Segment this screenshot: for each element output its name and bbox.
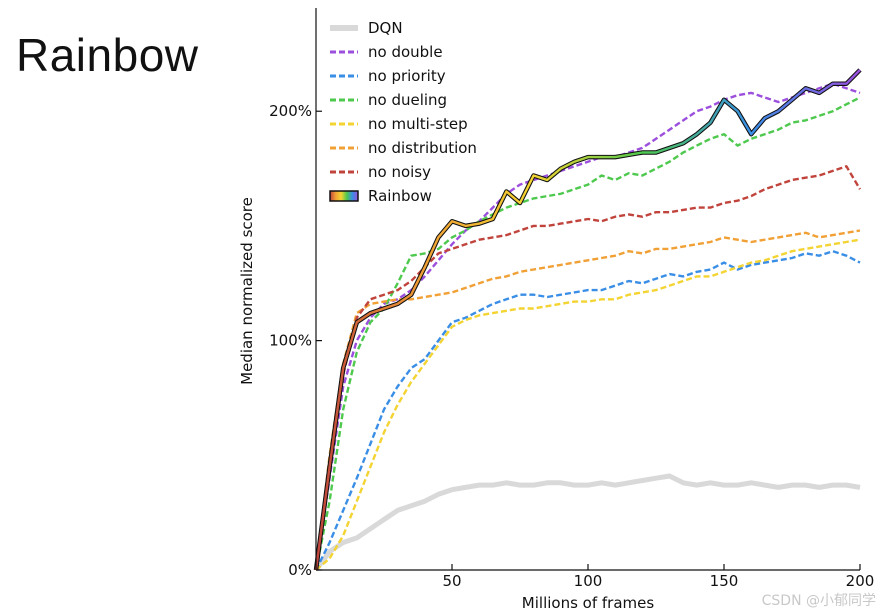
- slide-title: Rainbow: [16, 29, 199, 81]
- legend-label-no-double: no double: [368, 43, 443, 61]
- legend-label-no-multi-step: no multi-step: [368, 115, 468, 133]
- series-line-dqn: [313, 473, 861, 572]
- series-line-rainbow: [314, 69, 861, 571]
- legend-label-no-noisy: no noisy: [368, 163, 431, 181]
- series-line-no-dueling: [314, 96, 861, 571]
- x-tick-label: 100: [574, 572, 603, 590]
- y-tick-label: 200%: [269, 102, 312, 120]
- series-line-no-double: [314, 82, 861, 571]
- legend: DQN no double no priority no dueling no mult…: [329, 19, 477, 205]
- legend-swatch-rainbow: [329, 190, 359, 202]
- y-tick-label: 100%: [269, 332, 312, 350]
- legend-label-no-priority: no priority: [368, 67, 446, 85]
- legend-label-no-distribution: no distribution: [368, 139, 477, 157]
- x-tick-label: 150: [710, 572, 739, 590]
- series-line-no-multi-step: [315, 238, 861, 571]
- y-tick-label: 0%: [288, 561, 312, 579]
- plot-series: [313, 68, 862, 572]
- series-line-no-distribution: [314, 229, 861, 571]
- series-line-no-priority: [314, 249, 861, 571]
- x-tick-label: 200: [846, 572, 875, 590]
- legend-label-dqn: DQN: [368, 19, 403, 37]
- legend-label-no-dueling: no dueling: [368, 91, 447, 109]
- legend-label-rainbow: Rainbow: [368, 187, 432, 205]
- x-tick-label: 50: [442, 572, 461, 590]
- y-axis-label: Median normalized score: [238, 197, 256, 385]
- watermark: CSDN @小郁同学: [761, 593, 876, 609]
- x-axis-label: Millions of frames: [522, 594, 655, 612]
- axes: 50 100 150 200 0% 100% 200% Millions of frames M…: [238, 8, 874, 612]
- series-line-no-noisy: [314, 165, 862, 571]
